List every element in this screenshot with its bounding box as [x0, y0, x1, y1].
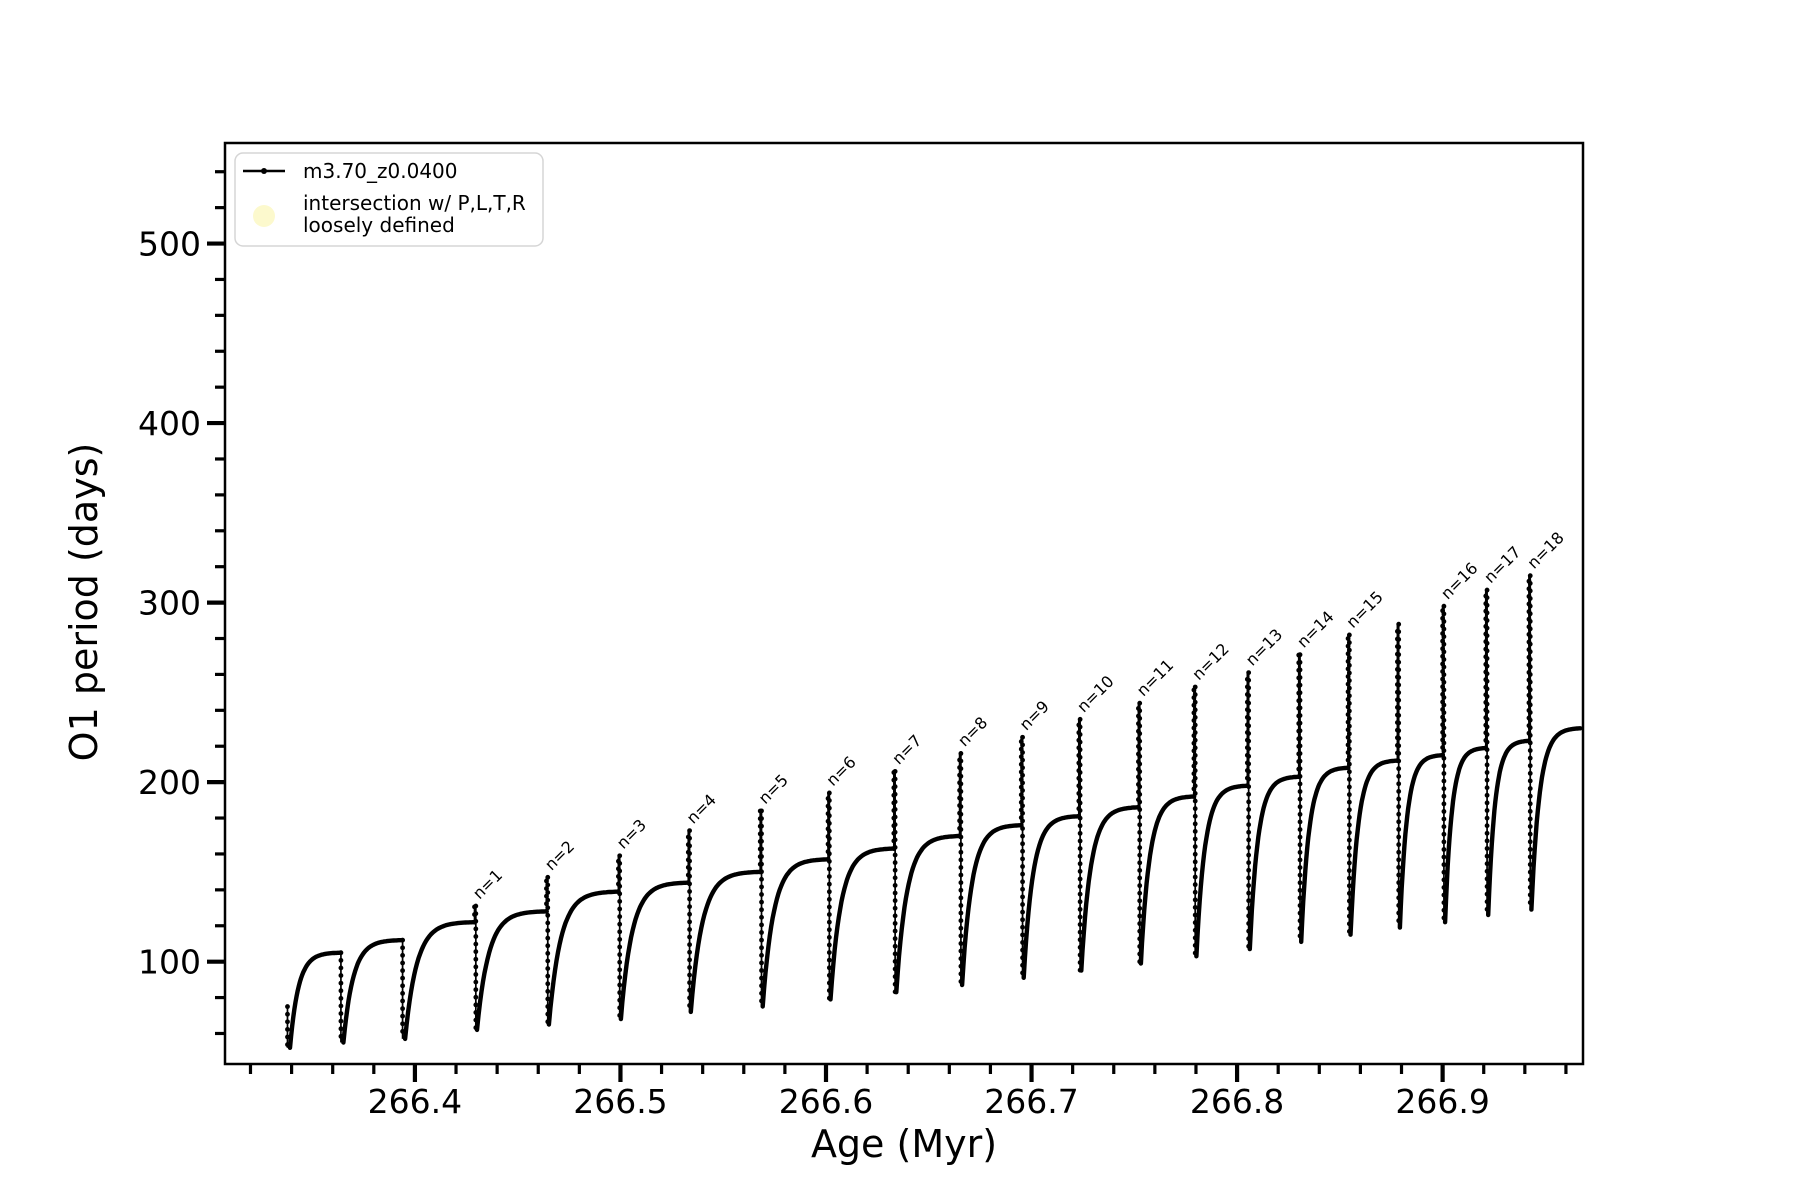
- y-tick-label: 400: [138, 404, 201, 443]
- x-tick-label: 266.9: [1395, 1082, 1489, 1121]
- x-axis-title: Age (Myr): [811, 1122, 997, 1166]
- legend-entry-intersection-label-line1: intersection w/ P,L,T,R: [303, 191, 526, 215]
- y-tick-label: 200: [138, 763, 201, 802]
- x-tick-label: 266.7: [984, 1082, 1078, 1121]
- legend-entry-series-label: m3.70_z0.0400: [303, 159, 458, 183]
- spike-label: n=11: [1133, 655, 1177, 699]
- spike-label: n=5: [755, 770, 792, 807]
- legend-box: [234, 152, 544, 247]
- spike-label: n=17: [1480, 542, 1524, 586]
- spike-label: n=3: [613, 815, 650, 852]
- spike-label: n=7: [888, 731, 925, 768]
- spike-label: n=6: [822, 752, 859, 789]
- plot-area: 266.4 266.5 266.6 266.7 266.8 266.9 100 200 300 4…: [138, 141, 1585, 1121]
- spike-label: n=16: [1437, 559, 1481, 603]
- y-tick-label: 100: [138, 943, 201, 982]
- y-tick-label: 500: [138, 225, 201, 264]
- y-tick-label: 300: [138, 584, 201, 623]
- spike-label: n=4: [683, 790, 720, 827]
- spike-label: n=1: [469, 866, 506, 903]
- legend-intersection-marker-icon: [253, 205, 275, 227]
- legend-line-marker-icon: [261, 168, 267, 174]
- spike-label: n=10: [1073, 672, 1117, 716]
- spike-label: n=12: [1188, 639, 1232, 683]
- legend-entry-intersection-label-line2: loosely defined: [303, 213, 455, 237]
- spike-label: n=2: [541, 837, 578, 874]
- series-line: [287, 726, 1583, 1050]
- spike-label: n=15: [1342, 587, 1386, 631]
- legend: m3.70_z0.0400 intersection w/ P,L,T,R lo…: [234, 152, 544, 247]
- x-tick-label: 266.8: [1190, 1082, 1284, 1121]
- spike-label: n=9: [1016, 697, 1053, 734]
- x-tick-label: 266.6: [779, 1082, 873, 1121]
- spike-label: n=13: [1242, 625, 1286, 669]
- spike-label: n=18: [1523, 528, 1567, 572]
- spike-label: n=8: [954, 713, 991, 750]
- y-axis-title: O1 period (days): [62, 443, 106, 762]
- spike-label: n=14: [1293, 607, 1337, 651]
- x-tick-label: 266.5: [573, 1082, 667, 1121]
- x-tick-label: 266.4: [368, 1082, 462, 1121]
